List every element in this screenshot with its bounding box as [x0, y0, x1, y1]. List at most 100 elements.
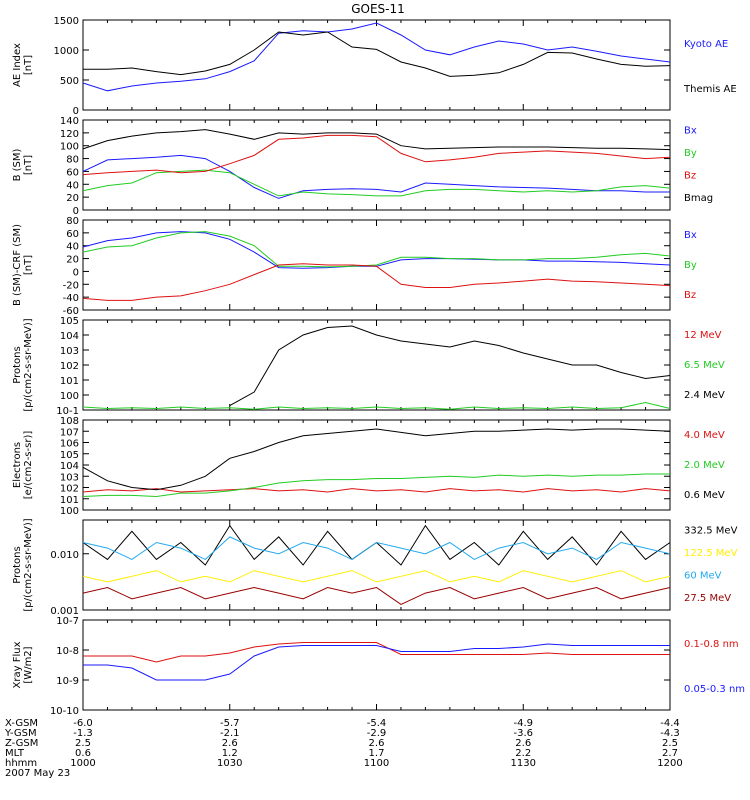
y-tick-label: 100 [60, 506, 79, 517]
y-axis-label: Protons [12, 546, 23, 583]
y-axis-label: [nT] [23, 155, 34, 175]
y-tick-label: 20 [66, 193, 79, 204]
footer-value: 1200 [657, 758, 682, 769]
legend-label: By [684, 148, 697, 159]
footer-ephemeris: X-GSM -6.0 -5.7 -5.4 -4.9 -4.4 Y-GSM -1.3 -2.1 -2… [4, 718, 683, 779]
footer-value: 2.5 [662, 738, 678, 749]
panel-7: 10-10 10-9 10-8 10-7 Xray Flux [W/m2] 0.1-0.8 … [12, 616, 745, 717]
y-tick-label: 106 [60, 439, 79, 450]
y-tick-label: 101 [60, 495, 79, 506]
y-tick-label: 1500 [54, 16, 79, 27]
y-tick-label: 40 [66, 180, 79, 191]
footer-value: -6.0 [73, 718, 93, 729]
y-axis-label: [W/m2] [23, 646, 34, 683]
y-axis-label: B (SM)-CRF (SM) [12, 224, 23, 306]
footer-row-label: X-GSM [5, 718, 38, 729]
legend-label: By [684, 260, 697, 271]
footer-value: 0.6 [75, 748, 91, 759]
y-axis-label: [nT] [23, 255, 34, 275]
legend-label: 6.5 MeV [684, 360, 725, 371]
footer-value: 2.5 [75, 738, 91, 749]
y-tick-label: 103 [60, 346, 79, 357]
series-line-bz [82, 263, 671, 301]
panel-1: 0 500 1000 1500 AE Index [nT] Kyoto AE Themis A… [12, 16, 737, 117]
y-tick-label: 104 [60, 331, 79, 342]
series-line-bz [82, 134, 671, 176]
legend-label: 2.4 MeV [684, 390, 725, 401]
y-tick-label: 101 [60, 376, 79, 387]
y-axis-label: [p/(cm2-s-sr-MeV)] [23, 318, 34, 411]
series-line-2-4-mev [229, 325, 671, 406]
y-tick-label: 1000 [54, 46, 79, 57]
y-tick-label: 0 [73, 106, 79, 117]
footer-value: -5.7 [220, 718, 240, 729]
y-tick-label: 10-10 [50, 706, 79, 717]
series-line-bx [82, 154, 670, 199]
footer-value: -2.9 [367, 728, 387, 739]
footer-value: 2.7 [662, 748, 678, 759]
y-tick-label: 10-7 [56, 616, 79, 627]
y-tick-label: 107 [60, 427, 79, 438]
y-tick-label: 60 [66, 229, 79, 240]
y-tick-label: 108 [60, 416, 79, 427]
footer-value: -5.4 [367, 718, 387, 729]
footer-value: 1100 [364, 758, 389, 769]
footer-value: -1.3 [73, 728, 93, 739]
series-line-0-05-0-3-nm [83, 643, 670, 681]
y-tick-label: 40 [66, 242, 79, 253]
footer-value: 1030 [217, 758, 242, 769]
series-line-bx [82, 231, 671, 269]
series-line-kyoto-ae [82, 22, 671, 92]
y-tick-label: 104 [60, 461, 79, 472]
series-line-0-6-mev [82, 428, 671, 491]
series-line-themis-ae [83, 31, 671, 77]
y-axis-label: [p/(cm2-s-sr-MeV)] [23, 518, 34, 611]
series-line-122-5-mev [82, 570, 671, 583]
y-axis-label: [e/(cm2-s-sr)] [23, 431, 34, 500]
panel-frame [82, 519, 671, 611]
footer-date: 2007 May 23 [5, 768, 70, 779]
y-tick-label: 10-9 [56, 676, 79, 687]
y-tick-label: 102 [60, 484, 79, 495]
series-line-4-0-mev [82, 488, 671, 493]
y-tick-label: 140 [60, 116, 79, 127]
series-line-332-5-mev [82, 524, 671, 566]
page-title: GOES-11 [351, 2, 405, 16]
footer-value: -3.6 [513, 728, 533, 739]
series-line-60-mev [82, 536, 671, 560]
footer-value: -4.3 [660, 728, 680, 739]
y-tick-label: 10-8 [56, 646, 79, 657]
y-tick-label: 500 [60, 76, 79, 87]
footer-value: -4.4 [660, 718, 680, 729]
y-tick-label: 80 [66, 216, 79, 227]
panel-frame [82, 119, 671, 211]
y-tick-label: 60 [66, 167, 79, 178]
panel-frame [82, 19, 671, 111]
legend-label: 60 MeV [684, 571, 722, 582]
legend-label: 27.5 MeV [684, 593, 731, 604]
legend-label: 0.6 MeV [684, 490, 725, 501]
footer-value: 2.2 [515, 748, 531, 759]
legend-label: Bmag [684, 193, 713, 204]
y-tick-label: -20 [63, 280, 79, 291]
y-axis-label: AE Index [12, 43, 23, 87]
legend-label: Kyoto AE [684, 39, 728, 50]
y-tick-label: 100 [60, 142, 79, 153]
y-tick-label: 100 [60, 391, 79, 402]
y-tick-label: 105 [60, 316, 79, 327]
y-axis-label: [nT] [23, 55, 34, 75]
y-tick-label: 20 [66, 255, 79, 266]
series-line-2-0-mev [82, 473, 670, 498]
y-tick-label: 0 [73, 206, 79, 217]
y-axis-label: Electrons [12, 442, 23, 488]
footer-value: 1.7 [369, 748, 385, 759]
series-line-by [82, 169, 671, 197]
y-tick-label: -60 [63, 306, 79, 317]
legend-label: 0.1-0.8 nm [684, 639, 739, 650]
panel-3: -60 -40 -20 020 40 60 80 B (SM)-CRF (SM) [nT] Bx B… [12, 216, 697, 317]
panel-4: 10-1 100 101 102 103 104 105 Protons [p/(cm2-s-s… [12, 316, 725, 417]
footer-row-label: hhmm [5, 758, 37, 769]
footer-value: 1130 [511, 758, 536, 769]
